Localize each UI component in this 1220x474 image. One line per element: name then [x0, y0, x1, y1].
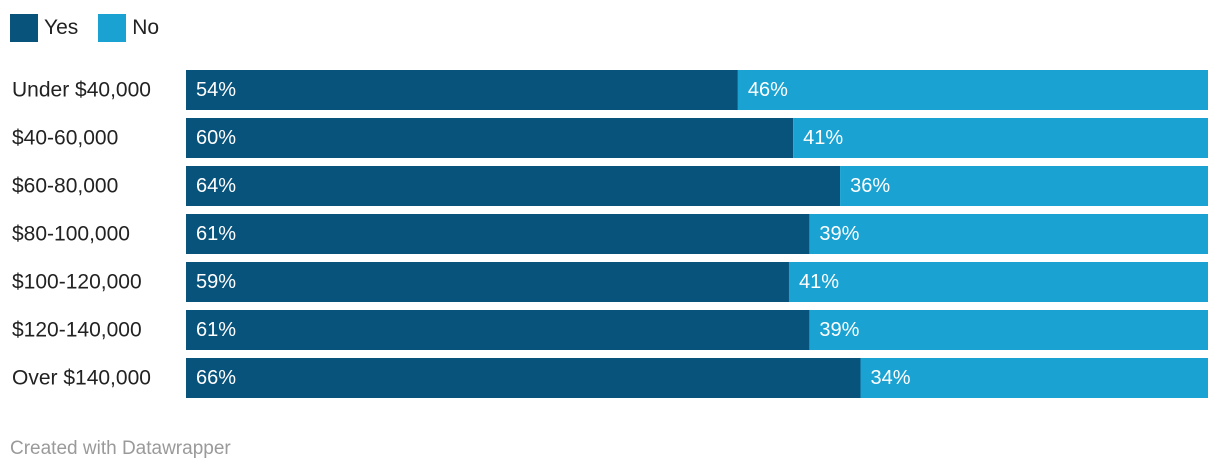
bar-segment-no: [793, 118, 1208, 158]
stacked-bar-chart: Under $40,000 54% 46% $40-60,000 60% 41% $60-8…: [12, 70, 1208, 398]
data-label-no: 41%: [799, 271, 839, 293]
bar-row-60-80-000: $60-80,000 64% 36%: [12, 166, 1208, 206]
bar-segment-yes: [186, 166, 841, 206]
data-label-no: 46%: [748, 79, 788, 101]
legend-label-no: No: [132, 16, 160, 39]
bar-segment-yes: [186, 118, 794, 158]
bar-segment-yes: [186, 70, 738, 110]
category-label: $120-140,000: [12, 319, 142, 342]
bar-segment-yes: [186, 358, 861, 398]
category-label: Under $40,000: [12, 79, 151, 102]
bar-segment-no: [788, 262, 1208, 302]
bar-row-40-60-000: $40-60,000 60% 41%: [12, 118, 1208, 158]
data-label-yes: 66%: [196, 367, 236, 389]
category-label: $100-120,000: [12, 271, 142, 294]
bar-segment-no: [860, 358, 1208, 398]
data-label-no: 39%: [819, 223, 859, 245]
bar-row-100-120-000: $100-120,000 59% 41%: [12, 262, 1208, 302]
bar-segment-yes: [186, 262, 789, 302]
data-label-yes: 54%: [196, 79, 236, 101]
category-label: $60-80,000: [12, 175, 118, 198]
legend-item-yes: Yes: [10, 14, 78, 42]
bar-row-80-100-000: $80-100,000 61% 39%: [12, 214, 1208, 254]
data-label-no: 36%: [850, 175, 890, 197]
legend-item-no: No: [98, 14, 159, 42]
data-label-yes: 61%: [196, 223, 236, 245]
bar-segment-no: [809, 310, 1208, 350]
data-label-yes: 64%: [196, 175, 236, 197]
bar-segment-no: [840, 166, 1208, 206]
legend-swatch-no: [98, 14, 127, 42]
bar-segment-yes: [186, 310, 810, 350]
bar-segment-yes: [186, 214, 810, 254]
bar-row-over-140-000: Over $140,000 66% 34%: [12, 358, 1208, 398]
category-label: $80-100,000: [12, 223, 130, 246]
bar-segment-no: [737, 70, 1208, 110]
data-label-no: 34%: [871, 367, 911, 389]
data-label-yes: 59%: [196, 271, 236, 293]
legend-swatch-yes: [10, 14, 38, 42]
data-label-no: 39%: [819, 319, 859, 341]
footer-credit: Created with Datawrapper: [10, 438, 231, 459]
bar-row-under-40-000: Under $40,000 54% 46%: [12, 70, 1208, 110]
chart-legend: Yes No: [10, 14, 179, 42]
category-label: Over $140,000: [12, 367, 151, 390]
category-label: $40-60,000: [12, 127, 118, 150]
bar-row-120-140-000: $120-140,000 61% 39%: [12, 310, 1208, 350]
data-label-yes: 60%: [196, 127, 236, 149]
legend-label-yes: Yes: [44, 16, 79, 39]
data-label-no: 41%: [803, 127, 843, 149]
data-label-yes: 61%: [196, 319, 236, 341]
bar-segment-no: [809, 214, 1208, 254]
